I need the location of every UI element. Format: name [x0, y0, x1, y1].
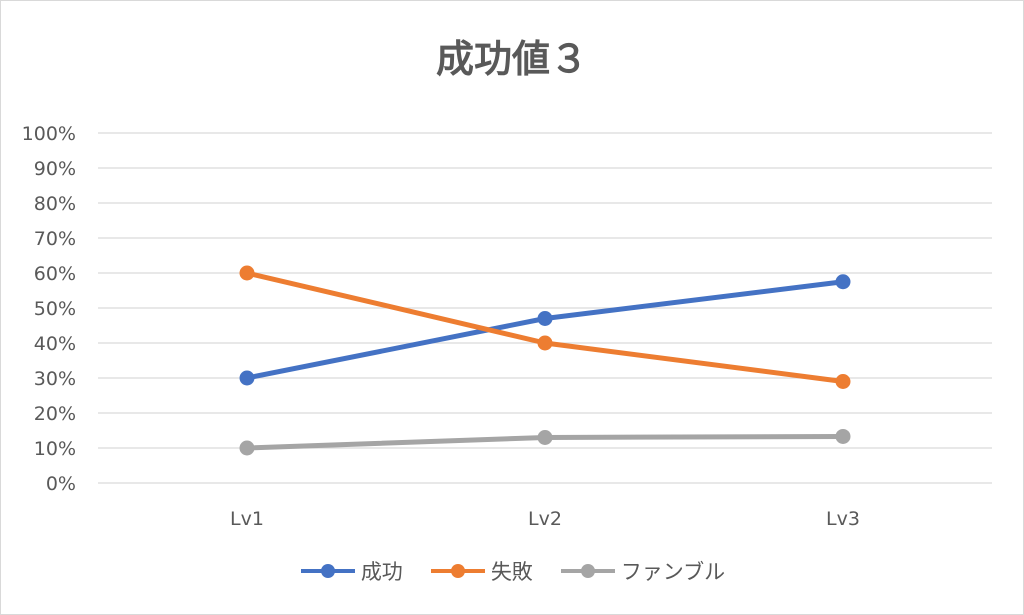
data-point: [239, 440, 255, 456]
y-tick-label: 30%: [34, 368, 76, 390]
series-lines: [239, 265, 851, 456]
legend-label-success: 成功: [360, 560, 403, 584]
y-tick-label: 100%: [22, 123, 76, 145]
y-tick-label: 0%: [46, 473, 76, 495]
y-tick-label: 60%: [34, 263, 76, 285]
legend-label-fumble: ファンブル: [620, 560, 726, 584]
y-axis-ticks: 0% 10% 20% 30% 40% 50% 60% 70% 80% 90% 100%: [22, 123, 76, 495]
data-point: [537, 335, 553, 351]
series-line-1: [244, 270, 846, 384]
y-tick-label: 50%: [34, 298, 76, 320]
legend-marker-failure: [430, 564, 485, 578]
y-tick-label: 10%: [34, 438, 76, 460]
data-point: [835, 274, 851, 290]
legend-item-fumble: ファンブル: [559, 556, 725, 586]
data-point: [537, 311, 553, 326]
legend: 成功 失敗 ファンブル: [0, 556, 1024, 586]
y-tick-label: 90%: [34, 158, 76, 180]
legend-item-failure: 失敗: [429, 556, 533, 586]
y-tick-label: 80%: [34, 193, 76, 215]
data-point: [835, 374, 851, 389]
legend-marker-fumble: [560, 564, 615, 578]
y-tick-label: 40%: [34, 333, 76, 355]
x-tick-label: Lv1: [230, 508, 264, 530]
chart-title: 成功値３: [435, 37, 588, 81]
legend-item-success: 成功: [299, 556, 403, 586]
x-axis-ticks: Lv1 Lv2 Lv3: [230, 508, 860, 530]
y-tick-label: 20%: [34, 403, 76, 425]
data-point: [835, 428, 851, 444]
legend-marker-success: [300, 564, 355, 578]
data-point: [537, 430, 553, 445]
data-point: [239, 265, 255, 281]
y-tick-label: 70%: [34, 228, 76, 250]
legend-label-failure: 失敗: [490, 560, 533, 584]
data-point: [239, 370, 255, 386]
x-tick-label: Lv2: [528, 508, 562, 530]
x-tick-label: Lv3: [826, 508, 860, 530]
